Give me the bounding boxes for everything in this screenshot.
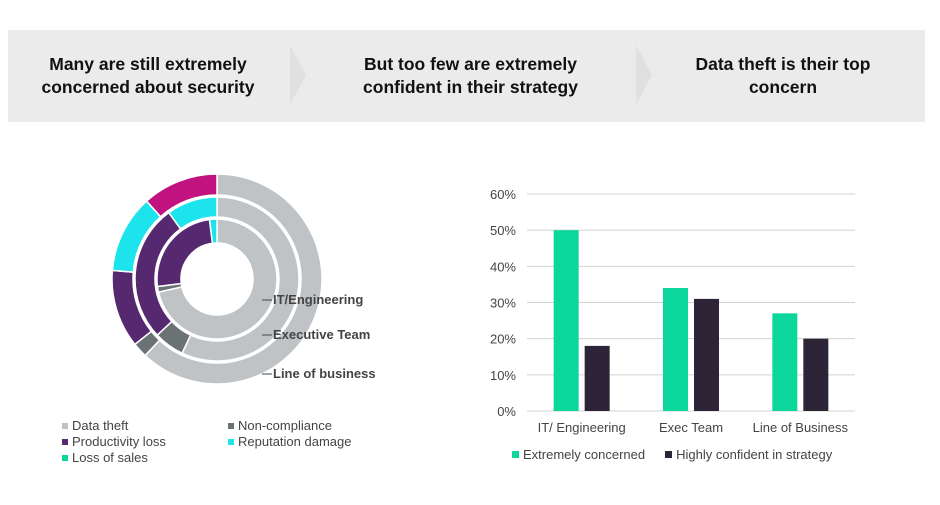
- bar-extremely-concerned-2: [772, 313, 798, 411]
- banner-step-1: Many are still extremely concerned about …: [8, 30, 288, 122]
- legend-label: Loss of sales: [72, 450, 148, 465]
- donut-segment-it-engineering-reputation-damage: [208, 218, 218, 245]
- ring-label-it: IT/Engineering: [273, 292, 363, 307]
- chevron-arrow-icon: [636, 45, 652, 105]
- step-2-line1: But too few are extremely: [364, 54, 577, 74]
- legend-swatch: [62, 438, 68, 445]
- bar-chart: 0% 10% 20% 30% 40% 50% 60% IT/ Engineering Exec…: [490, 187, 855, 435]
- donut-rings: [111, 173, 323, 385]
- bar-grid: [527, 193, 855, 412]
- legend-item-extremely-concerned: Extremely concerned: [512, 447, 645, 462]
- donut-chart: IT/Engineering Executive Team Line of bu…: [111, 173, 376, 385]
- legend-item-data-theft: Data theft: [62, 418, 128, 433]
- y-tick-label: 40%: [490, 259, 516, 274]
- y-axis-ticks: 0% 10% 20% 30% 40% 50% 60%: [490, 187, 516, 419]
- summary-banner: Many are still extremely concerned about …: [8, 30, 925, 122]
- banner-step-2: But too few are extremely confident in th…: [313, 30, 628, 122]
- legend-swatch: [62, 422, 68, 429]
- legend-label: Non-compliance: [238, 418, 332, 433]
- x-axis-ticks: IT/ Engineering Exec Team Line of Business: [538, 420, 849, 435]
- y-tick-label: 50%: [490, 223, 516, 238]
- ring-labels: IT/Engineering Executive Team Line of bu…: [262, 292, 376, 381]
- y-tick-label: 20%: [490, 332, 516, 347]
- x-tick-label: Exec Team: [659, 420, 723, 435]
- y-tick-label: 0%: [497, 404, 516, 419]
- step-1-line2: concerned about security: [41, 77, 255, 97]
- ring-label-lob: Line of business: [273, 366, 376, 381]
- legend-item-productivity-loss: Productivity loss: [62, 434, 166, 449]
- legend-label: Extremely concerned: [523, 447, 646, 462]
- step-1-line1: Many are still extremely: [49, 54, 247, 74]
- legend-item-loss-of-sales: Loss of sales: [62, 450, 148, 465]
- y-tick-label: 30%: [490, 296, 516, 311]
- legend-item-highly-confident: Highly confident in strategy: [665, 447, 832, 462]
- banner-step-3: Data theft is their top concern: [658, 30, 908, 122]
- ring-label-exec: Executive Team: [273, 327, 370, 342]
- legend-swatch: [62, 454, 68, 461]
- bar-extremely-concerned-0: [553, 230, 579, 411]
- legend-swatch: [228, 422, 234, 429]
- y-tick-label: 60%: [490, 187, 516, 202]
- donut-segment-executive-team-reputation-damage: [167, 196, 218, 230]
- step-3-line2: concern: [748, 77, 818, 97]
- y-tick-label: 10%: [490, 368, 516, 383]
- step-2-line2: confident in their strategy: [363, 77, 578, 97]
- legend-swatch: [512, 451, 519, 458]
- bar-highly-confident-2: [803, 338, 829, 411]
- legend-label: Data theft: [72, 418, 129, 433]
- chevron-arrow-icon: [290, 45, 306, 105]
- legend-item-non-compliance: Non-compliance: [228, 418, 332, 433]
- bar-highly-confident-1: [694, 298, 719, 411]
- x-tick-label: Line of Business: [753, 420, 849, 435]
- legend-label: Highly confident in strategy: [676, 447, 833, 462]
- x-tick-label: IT/ Engineering: [538, 420, 626, 435]
- donut-segment-line-of-business-loss-of-sales: [145, 173, 218, 218]
- bar-extremely-concerned-1: [663, 288, 688, 411]
- legend-label: Productivity loss: [72, 434, 166, 449]
- legend-swatch: [665, 451, 673, 458]
- bar-legend: Extremely concerned Highly confident in …: [512, 447, 832, 462]
- legend-swatch: [228, 438, 234, 445]
- step-3-line1: Data theft is their top: [695, 54, 871, 74]
- donut-segment-it-engineering-data-theft: [157, 218, 278, 340]
- bar-highly-confident-0: [584, 345, 610, 411]
- bar-marks: [553, 230, 829, 411]
- donut-segment-line-of-business-data-theft: [144, 173, 323, 385]
- donut-segment-executive-team-data-theft: [181, 196, 300, 362]
- legend-item-reputation-damage: Reputation damage: [228, 434, 351, 449]
- legend-label: Reputation damage: [238, 434, 352, 449]
